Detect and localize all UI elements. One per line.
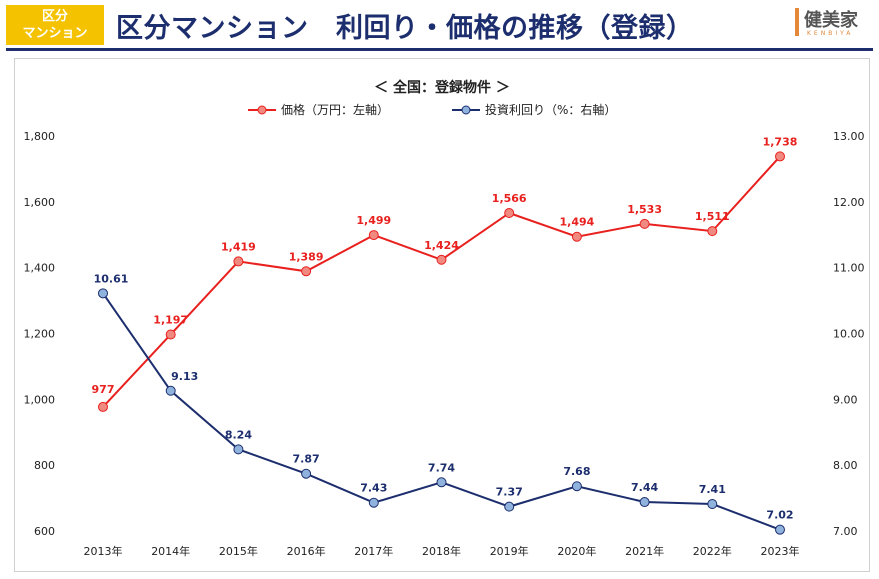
data-point-yield xyxy=(571,481,582,492)
series-line-yield xyxy=(102,292,781,531)
data-point-price xyxy=(165,329,176,340)
page-title: 区分マンション 利回り・価格の推移（登録） xyxy=(116,13,694,44)
header-rule xyxy=(6,48,873,51)
x-axis-tick: 2021年 xyxy=(625,544,664,558)
data-point-price xyxy=(436,254,447,265)
category-badge: 区分 マンション xyxy=(6,5,104,45)
data-point-price xyxy=(775,151,785,162)
badge-line-2: マンション xyxy=(22,26,88,41)
data-point-yield xyxy=(639,497,650,508)
x-axis-tick: 2015年 xyxy=(219,544,258,558)
chart-title: ＜ 全国：登録物件 ＞ xyxy=(374,79,510,96)
data-label-yield: 7.68 xyxy=(563,465,590,478)
data-point-yield xyxy=(233,444,244,455)
right-axis-tick: 10.00 xyxy=(833,328,865,341)
data-label-price: 1,424 xyxy=(424,239,459,252)
data-label-price: 1,499 xyxy=(356,214,391,227)
data-label-price: 1,389 xyxy=(289,250,324,263)
data-point-yield xyxy=(301,468,312,479)
data-label-yield: 7.74 xyxy=(428,461,455,474)
data-point-yield xyxy=(707,499,718,510)
data-label-price: 1,511 xyxy=(695,210,730,223)
data-point-price xyxy=(301,266,312,277)
right-axis-tick: 13.00 xyxy=(833,130,865,143)
data-point-price xyxy=(368,230,379,241)
x-axis-tick: 2014年 xyxy=(151,544,190,558)
x-axis-tick: 2013年 xyxy=(84,544,123,558)
data-point-price xyxy=(233,256,244,267)
x-axis-tick: 2016年 xyxy=(287,544,326,558)
data-label-yield: 9.13 xyxy=(171,370,198,383)
left-axis-tick: 600 xyxy=(34,525,55,538)
data-label-price: 1,197 xyxy=(153,313,188,326)
x-axis-tick: 2017年 xyxy=(354,544,393,558)
left-axis-tick: 1,400 xyxy=(24,262,56,275)
right-axis-tick: 9.00 xyxy=(833,393,858,406)
data-point-yield xyxy=(775,524,785,535)
x-axis-tick: 2023年 xyxy=(761,544,800,558)
data-point-yield xyxy=(436,477,447,488)
kenbiya-logo: 健美家 KENBIYA xyxy=(795,6,875,42)
x-axis-tick: 2022年 xyxy=(693,544,732,558)
data-point-price xyxy=(639,218,650,229)
right-axis-tick: 8.00 xyxy=(833,459,858,472)
data-point-price xyxy=(571,231,582,242)
chart-frame xyxy=(14,58,870,572)
data-label-yield: 7.43 xyxy=(360,482,387,495)
data-label-yield: 7.02 xyxy=(766,509,793,522)
series-line-price xyxy=(102,155,781,408)
data-point-yield xyxy=(368,497,379,508)
legend-label-1: 投資利回り（%：右軸） xyxy=(485,102,616,117)
data-label-yield: 7.44 xyxy=(631,481,658,494)
data-label-price: 1,738 xyxy=(763,135,798,148)
legend-marker-0 xyxy=(257,105,267,115)
legend-marker-1 xyxy=(461,105,471,115)
badge-line-1: 区分 xyxy=(41,9,68,24)
data-point-price xyxy=(98,401,108,412)
left-axis-tick: 1,000 xyxy=(24,393,56,406)
data-label-price: 1,566 xyxy=(492,192,527,205)
data-label-price: 1,533 xyxy=(627,203,662,216)
left-axis-tick: 1,200 xyxy=(24,328,56,341)
x-axis-tick: 2020年 xyxy=(557,544,596,558)
data-label-yield: 8.24 xyxy=(225,428,252,441)
data-label-yield: 7.87 xyxy=(293,453,320,466)
logo-subtext: KENBIYA xyxy=(807,30,854,37)
logo-accent-bar xyxy=(795,8,799,36)
logo-text: 健美家 xyxy=(804,10,858,31)
data-point-yield xyxy=(504,501,515,512)
left-axis-tick: 1,800 xyxy=(24,130,56,143)
right-axis-tick: 12.00 xyxy=(833,196,865,209)
legend-label-0: 価格（万円：左軸） xyxy=(281,102,389,117)
data-label-yield: 7.37 xyxy=(496,486,523,499)
right-axis-tick: 7.00 xyxy=(833,525,858,538)
data-label-yield: 10.61 xyxy=(94,272,129,285)
data-label-price: 1,494 xyxy=(560,216,595,229)
data-point-yield xyxy=(165,385,176,396)
x-axis-tick: 2019年 xyxy=(490,544,529,558)
data-point-price xyxy=(707,226,718,237)
data-point-price xyxy=(504,208,515,219)
data-label-price: 977 xyxy=(92,383,115,396)
right-axis-tick: 11.00 xyxy=(833,262,865,275)
left-axis-tick: 800 xyxy=(34,459,55,472)
data-point-yield xyxy=(98,288,108,299)
data-label-price: 1,419 xyxy=(221,240,256,253)
left-axis-tick: 1,600 xyxy=(24,196,56,209)
x-axis-tick: 2018年 xyxy=(422,544,461,558)
data-label-yield: 7.41 xyxy=(699,483,726,496)
